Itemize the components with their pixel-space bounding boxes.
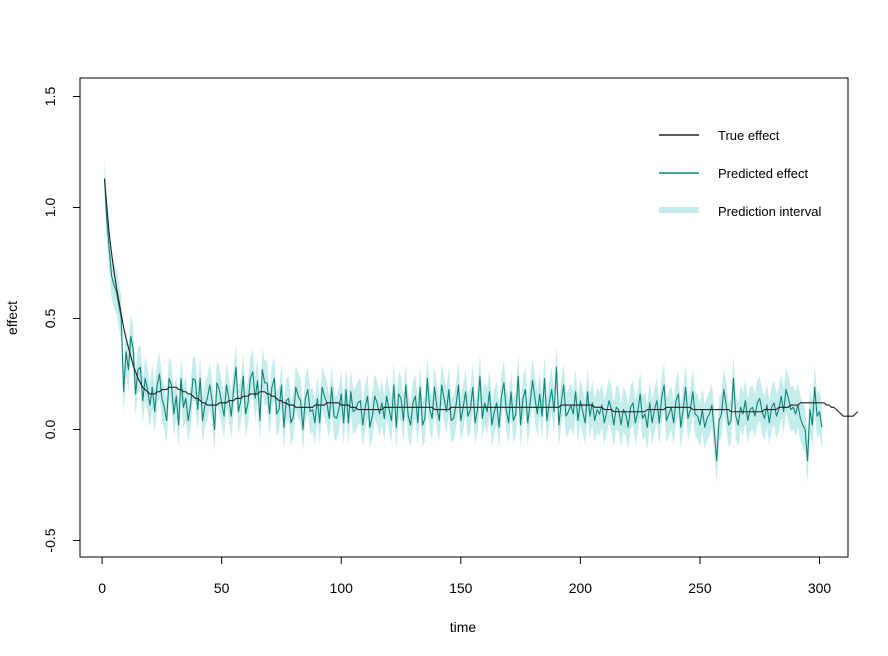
legend-label-predicted-effect: Predicted effect: [718, 166, 808, 181]
x-axis: 0 50 100 150 200 250 300: [98, 556, 832, 596]
prediction-interval-layer: [104, 156, 822, 483]
series-layer: [103, 178, 859, 462]
plot-frame: [79, 77, 849, 558]
x-tick-label: 150: [449, 580, 473, 596]
legend: True effect Predicted effect Prediction …: [659, 128, 821, 219]
x-tick-label: 100: [330, 580, 354, 596]
y-tick-label: 0.0: [42, 420, 58, 440]
y-axis-label: effect: [4, 301, 20, 335]
y-tick-label: -0.5: [42, 528, 58, 552]
x-tick-label: 0: [98, 580, 106, 596]
y-tick-label: 1.5: [42, 87, 58, 107]
x-tick-label: 50: [214, 580, 230, 596]
y-axis: -0.5 0.0 0.5 1.0 1.5: [42, 87, 81, 553]
x-tick-label: 250: [688, 580, 712, 596]
y-tick-label: 0.5: [42, 309, 58, 329]
y-tick-label: 1.0: [42, 198, 58, 218]
x-axis-label: time: [450, 619, 477, 635]
x-tick-label: 200: [569, 580, 593, 596]
legend-label-prediction-interval: Prediction interval: [718, 204, 821, 219]
prediction-interval-band: [104, 156, 822, 483]
legend-label-true-effect: True effect: [718, 128, 780, 143]
series-line-true-effect: [103, 178, 859, 417]
x-tick-label: 300: [808, 580, 832, 596]
